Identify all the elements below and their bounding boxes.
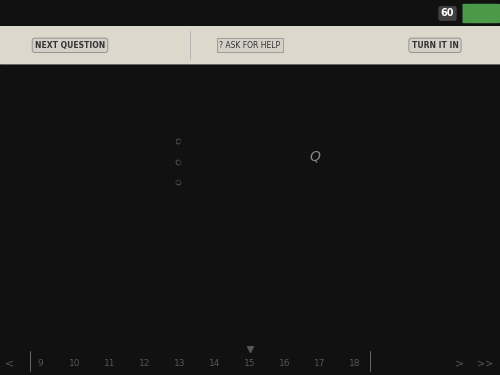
Text: 9: 9 <box>288 208 292 213</box>
Text: 10: 10 <box>69 359 81 368</box>
Text: 9: 9 <box>37 359 43 368</box>
Text: TURN IT IN: TURN IT IN <box>412 41 459 50</box>
Text: 11: 11 <box>104 359 116 368</box>
Text: D: D <box>128 272 134 281</box>
Text: 17: 17 <box>314 359 326 368</box>
Text: V: V <box>140 191 146 200</box>
Text: E: E <box>223 199 227 204</box>
Text: C: C <box>329 281 335 290</box>
Text: 5: 5 <box>160 196 164 201</box>
Text: AD̅ ∥ BC̅: AD̅ ∥ BC̅ <box>165 137 196 146</box>
Text: 14: 14 <box>210 359 220 368</box>
Text: then select none.: then select none. <box>224 96 276 101</box>
Text: >: > <box>456 359 464 369</box>
Text: 13: 13 <box>174 359 186 368</box>
Text: ? ASK FOR HELP: ? ASK FOR HELP <box>220 41 280 50</box>
Text: 60: 60 <box>441 9 454 18</box>
Text: <: < <box>6 359 15 369</box>
Text: >>: >> <box>477 359 493 369</box>
Text: 12: 12 <box>140 359 150 368</box>
Text: 7: 7 <box>220 224 224 228</box>
Text: 16: 16 <box>279 359 291 368</box>
Text: AB̅ ∥ DC̅: AB̅ ∥ DC̅ <box>165 157 197 166</box>
FancyBboxPatch shape <box>0 26 500 64</box>
Text: 1: 1 <box>218 240 222 244</box>
Text: 18: 18 <box>349 359 361 368</box>
Text: Using the information given, select the statement that can deduce the line segme: Using the information given, select the … <box>76 84 424 89</box>
Text: 2: 2 <box>238 242 242 246</box>
Text: F: F <box>230 274 234 279</box>
Text: Q: Q <box>310 150 320 164</box>
Text: none: none <box>165 177 185 186</box>
Text: 6: 6 <box>238 225 242 231</box>
Text: When m∠7 = m∠6: When m∠7 = m∠6 <box>90 117 170 126</box>
FancyBboxPatch shape <box>462 4 500 23</box>
Text: B: B <box>304 201 310 210</box>
Text: NEXT QUESTION: NEXT QUESTION <box>35 41 105 50</box>
Text: 15: 15 <box>244 359 256 368</box>
